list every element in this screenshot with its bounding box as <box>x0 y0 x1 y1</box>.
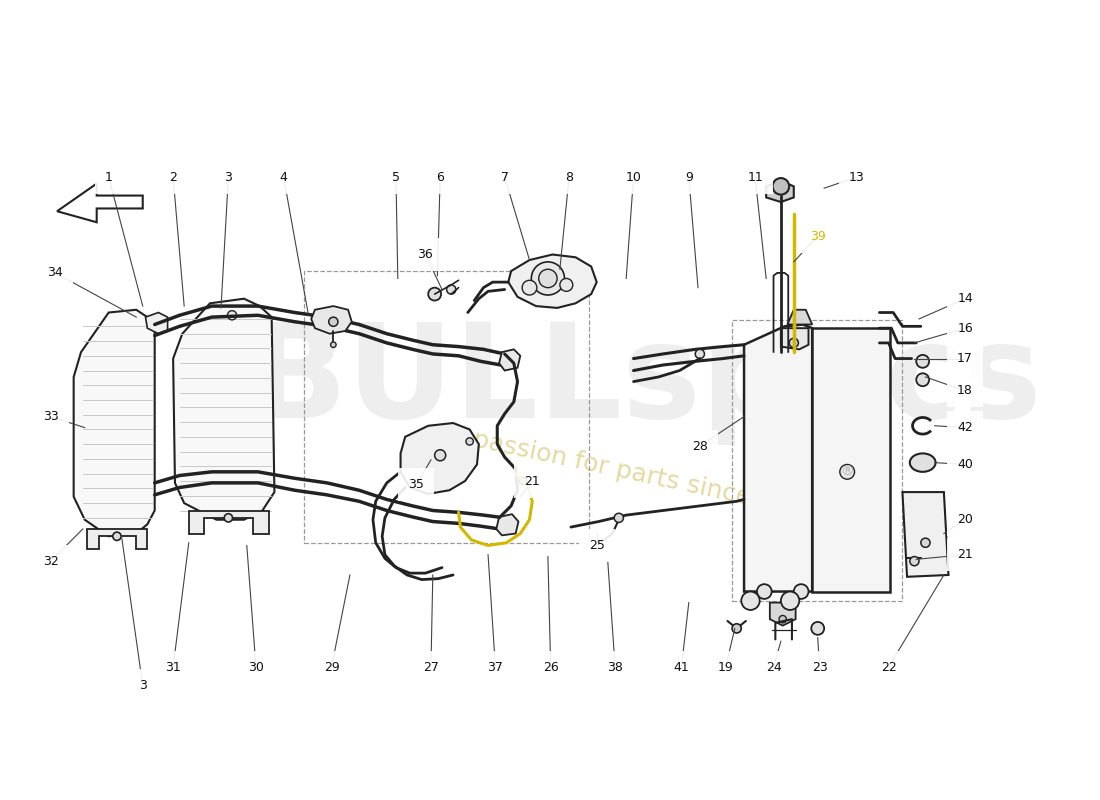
Circle shape <box>839 465 855 479</box>
Text: 5: 5 <box>392 170 400 184</box>
Circle shape <box>921 538 931 547</box>
Text: 41: 41 <box>673 661 690 674</box>
Text: 27: 27 <box>424 661 439 674</box>
Circle shape <box>428 288 441 301</box>
Circle shape <box>614 514 624 522</box>
Circle shape <box>916 355 930 368</box>
Text: 10: 10 <box>626 170 641 184</box>
Polygon shape <box>499 350 520 370</box>
Circle shape <box>447 285 455 294</box>
Text: 9: 9 <box>685 170 693 184</box>
Polygon shape <box>496 514 518 535</box>
Text: 17: 17 <box>957 352 974 365</box>
Text: 26: 26 <box>542 661 559 674</box>
Polygon shape <box>173 298 274 520</box>
Circle shape <box>779 615 786 623</box>
Text: 20: 20 <box>957 514 974 526</box>
Circle shape <box>910 557 918 566</box>
Text: 38: 38 <box>607 661 623 674</box>
Text: 21: 21 <box>525 474 540 487</box>
Circle shape <box>539 270 557 288</box>
Bar <box>304 271 590 542</box>
Polygon shape <box>400 423 478 494</box>
Text: 13: 13 <box>848 170 865 184</box>
Text: 36: 36 <box>418 248 433 261</box>
Polygon shape <box>145 313 167 334</box>
Text: 7: 7 <box>500 170 508 184</box>
Circle shape <box>331 342 337 347</box>
Circle shape <box>113 532 121 541</box>
Circle shape <box>695 350 704 358</box>
Ellipse shape <box>910 454 936 472</box>
Polygon shape <box>781 328 808 350</box>
Text: 21: 21 <box>957 548 972 562</box>
Polygon shape <box>508 254 596 308</box>
Text: 29: 29 <box>323 661 340 674</box>
Circle shape <box>772 178 789 194</box>
Circle shape <box>733 624 741 633</box>
Circle shape <box>741 591 760 610</box>
Circle shape <box>434 450 446 461</box>
Text: 4: 4 <box>279 170 287 184</box>
Polygon shape <box>74 310 155 536</box>
Text: 1: 1 <box>104 170 112 184</box>
Text: 19: 19 <box>718 661 734 674</box>
Text: 11: 11 <box>747 170 763 184</box>
Circle shape <box>531 262 564 295</box>
Circle shape <box>789 338 799 347</box>
Text: 6: 6 <box>437 170 444 184</box>
Text: 23: 23 <box>812 661 827 674</box>
Circle shape <box>757 584 772 599</box>
Text: 18: 18 <box>957 384 974 398</box>
Text: 16: 16 <box>957 322 972 334</box>
Polygon shape <box>770 602 795 626</box>
Text: 35: 35 <box>408 478 425 491</box>
Polygon shape <box>812 328 890 591</box>
Text: 32: 32 <box>43 554 58 568</box>
Text: 33: 33 <box>43 410 58 423</box>
Circle shape <box>522 280 537 295</box>
Text: 14: 14 <box>957 292 972 306</box>
Text: 25: 25 <box>588 539 605 552</box>
Text: 40: 40 <box>957 458 974 471</box>
Text: 31: 31 <box>165 661 182 674</box>
Text: 24: 24 <box>766 661 781 674</box>
Text: 30: 30 <box>249 661 264 674</box>
Text: 39: 39 <box>810 230 826 242</box>
Text: 34: 34 <box>47 266 63 279</box>
Polygon shape <box>902 492 948 577</box>
Circle shape <box>794 584 808 599</box>
Polygon shape <box>88 529 147 549</box>
Bar <box>733 320 902 601</box>
Circle shape <box>466 438 473 445</box>
Circle shape <box>560 278 573 291</box>
Text: 42: 42 <box>957 421 972 434</box>
Text: BULLspecs: BULLspecs <box>246 318 1043 445</box>
Text: 3: 3 <box>139 679 146 692</box>
Circle shape <box>329 317 338 326</box>
Circle shape <box>224 514 232 522</box>
Polygon shape <box>311 306 352 334</box>
Circle shape <box>781 591 800 610</box>
Text: 22: 22 <box>881 661 896 674</box>
Polygon shape <box>766 181 794 202</box>
Text: 37: 37 <box>487 661 504 674</box>
Circle shape <box>812 622 824 635</box>
Text: 3: 3 <box>224 170 232 184</box>
Circle shape <box>519 478 527 485</box>
Text: 2: 2 <box>169 170 177 184</box>
Text: 28: 28 <box>692 439 707 453</box>
Polygon shape <box>189 510 268 534</box>
Circle shape <box>228 310 236 320</box>
Polygon shape <box>744 325 812 591</box>
Text: 8: 8 <box>565 170 573 184</box>
Text: a passion for parts since 1985: a passion for parts since 1985 <box>448 422 823 525</box>
Text: ®: ® <box>840 465 854 479</box>
Circle shape <box>916 374 930 386</box>
Polygon shape <box>788 310 812 325</box>
Polygon shape <box>57 183 143 222</box>
